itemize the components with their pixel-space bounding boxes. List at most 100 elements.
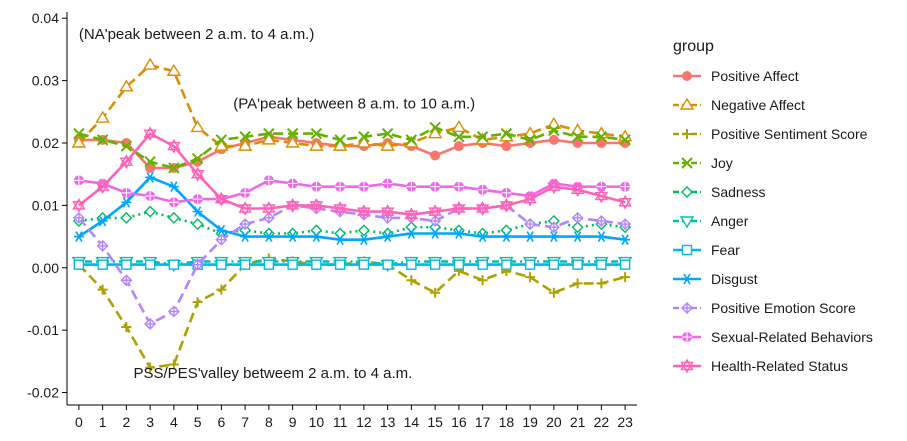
legend-title: group [673, 38, 714, 55]
x-tick-label: 5 [194, 414, 202, 430]
legend-label: Sexual-Related Behaviors [711, 329, 873, 345]
data-point-health-related-status [547, 179, 561, 195]
data-point-joy [144, 156, 156, 168]
legend-label: Sadness [711, 184, 765, 200]
data-point-health-related-status [428, 204, 442, 220]
data-point-joy [358, 131, 370, 143]
y-tick-label: 0.01 [32, 197, 59, 213]
x-tick-label: 14 [404, 414, 420, 430]
data-point-joy [310, 127, 323, 140]
data-point-disgust [406, 228, 417, 239]
x-tick-label: 3 [146, 414, 154, 430]
data-point-sexual-related-behaviors [121, 187, 132, 198]
legend-label: Fear [711, 242, 740, 258]
data-point-joy [476, 131, 489, 143]
data-point-joy [215, 134, 228, 146]
legend-key-marker [679, 97, 695, 110]
data-point-sexual-related-behaviors [335, 181, 346, 192]
data-point-positive-emotion-score [619, 218, 632, 231]
data-point-fear [216, 259, 227, 270]
annotation-pa-peak: (PA'peak between 8 a.m. to 10 a.m.) [233, 96, 475, 113]
data-point-disgust [240, 231, 251, 242]
data-point-disgust [311, 231, 322, 242]
x-tick-label: 20 [546, 414, 562, 430]
y-tick-label: 0.02 [32, 135, 59, 151]
data-point-negative-affect [356, 135, 372, 148]
data-point-disgust [168, 181, 179, 193]
data-point-positive-emotion-score [429, 214, 442, 227]
data-point-disgust [335, 234, 346, 246]
legend-label: Positive Emotion Score [711, 300, 856, 316]
data-point-health-related-status [190, 166, 205, 182]
series-line-sadness [78, 210, 626, 235]
data-point-negative-affect [522, 126, 538, 139]
data-point-health-related-status [285, 197, 300, 213]
data-point-negative-affect [119, 79, 134, 92]
data-point-positive-sentiment-score [477, 275, 488, 286]
data-point-negative-affect [546, 116, 562, 129]
legend-item-joy: Joy [673, 155, 733, 171]
data-point-sexual-related-behaviors [406, 181, 417, 192]
y-tick-label: 0.00 [32, 260, 59, 276]
x-tick-label: 1 [99, 414, 107, 430]
data-point-positive-sentiment-score [406, 275, 417, 286]
data-point-positive-emotion-score [215, 233, 228, 246]
y-tick-label: -0.02 [27, 385, 59, 401]
legend-label: Positive Affect [711, 68, 799, 84]
data-point-positive-affect [501, 141, 512, 152]
data-point-sadness [571, 221, 584, 234]
data-point-sadness [191, 218, 204, 231]
series-sadness [72, 205, 632, 240]
annotations: (NA'peak between 2 a.m. to 4 a.m.) (PA'p… [79, 26, 475, 382]
data-point-health-related-status [262, 201, 276, 216]
data-point-positive-emotion-score [96, 239, 109, 252]
data-point-sexual-related-behaviors [453, 181, 464, 192]
data-point-positive-sentiment-score [121, 322, 132, 333]
data-point-health-related-status [95, 179, 110, 195]
data-point-sexual-related-behaviors [287, 178, 298, 189]
y-axis-ticks: -0.02 -0.01 0.00 0.01 0.02 0.03 0.04 [27, 10, 67, 401]
data-point-sadness [500, 224, 513, 237]
series-positive-sentiment-score [73, 253, 631, 373]
y-tick-label: 0.03 [32, 73, 59, 89]
legend-key-marker [681, 157, 693, 169]
data-point-sexual-related-behaviors [596, 181, 607, 192]
legend-items: Positive Affect Negative Affect Positive S… [673, 68, 873, 374]
data-point-disgust [477, 231, 488, 242]
data-point-disgust [501, 231, 512, 242]
data-point-joy [381, 127, 394, 140]
data-point-joy [168, 162, 180, 174]
legend-item-disgust: Disgust [673, 271, 758, 287]
data-point-fear [572, 259, 583, 270]
data-point-fear [121, 259, 132, 270]
series-line-negative-affect [77, 63, 626, 148]
data-point-disgust [620, 234, 631, 246]
data-point-disgust [525, 231, 536, 242]
data-point-negative-affect [427, 126, 443, 139]
legend-label: Anger [711, 213, 749, 229]
legend-item-sexual-related-behaviors: Sexual-Related Behaviors [673, 329, 873, 345]
x-tick-label: 12 [356, 414, 372, 430]
data-point-sadness [357, 224, 370, 237]
series-layer [71, 57, 633, 373]
data-point-positive-sentiment-score [97, 284, 108, 295]
data-point-fear [144, 259, 156, 270]
data-point-joy [239, 131, 251, 143]
series-health-related-status [72, 126, 632, 223]
data-point-health-related-status [570, 182, 585, 198]
legend-item-fear: Fear [673, 242, 740, 258]
data-point-health-related-status [72, 197, 86, 213]
data-point-sexual-related-behaviors [263, 175, 274, 186]
data-point-positive-emotion-score [595, 214, 608, 227]
x-tick-label: 2 [122, 414, 130, 430]
data-point-fear [168, 259, 180, 270]
data-point-positive-sentiment-score [168, 359, 179, 370]
x-tick-label: 19 [522, 414, 538, 430]
legend-label: Health-Related Status [711, 358, 848, 374]
data-point-joy [548, 124, 560, 137]
data-point-joy [263, 127, 275, 140]
data-point-fear [358, 259, 370, 270]
data-point-disgust [97, 215, 108, 227]
x-tick-label: 6 [217, 414, 225, 430]
